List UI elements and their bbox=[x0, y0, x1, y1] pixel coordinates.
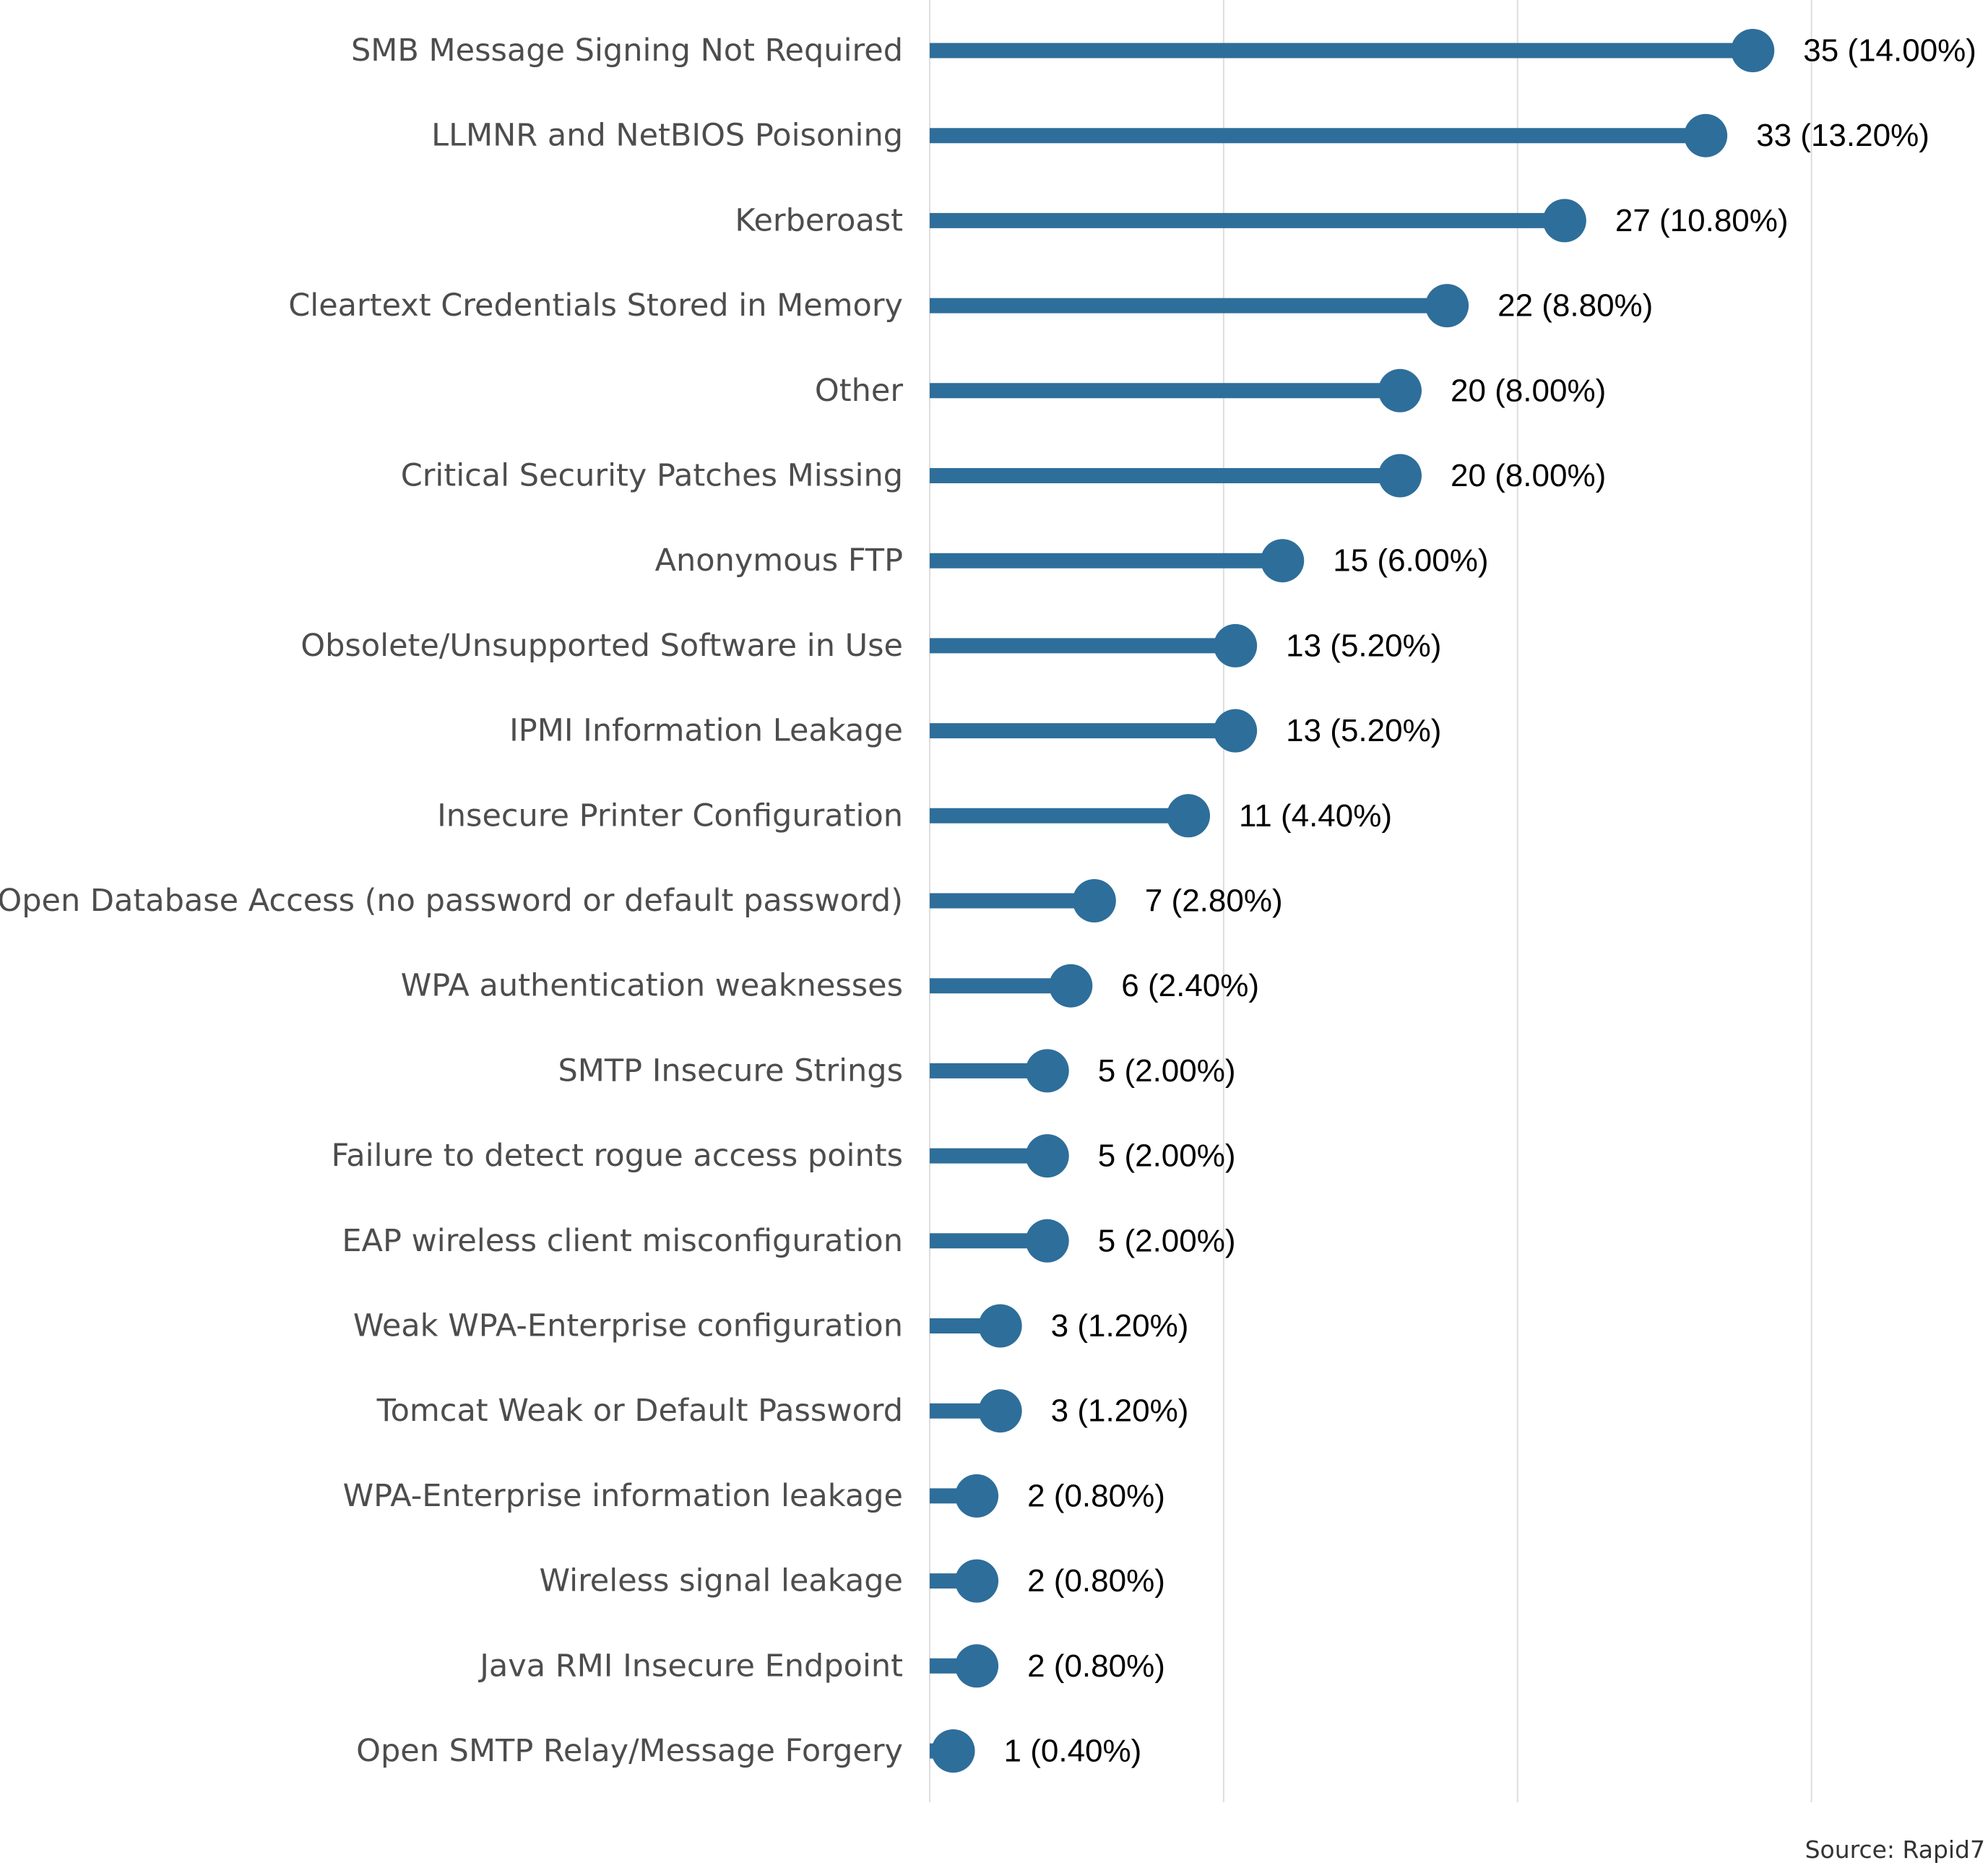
category-label: Weak WPA-Enterprise configuration bbox=[353, 1308, 903, 1344]
data-label: 2 (0.80%) bbox=[1027, 1478, 1165, 1513]
lollipop-dot bbox=[1214, 709, 1258, 753]
data-label: 3 (1.20%) bbox=[1051, 1308, 1189, 1344]
lollipop-dot bbox=[1378, 368, 1422, 412]
lollipop-dot bbox=[1025, 1134, 1069, 1178]
data-label: 35 (14.00%) bbox=[1803, 33, 1976, 69]
category-label: Obsolete/Unsupported Software in Use bbox=[301, 628, 903, 664]
lollipop-dot bbox=[1261, 539, 1305, 583]
data-label: 27 (10.80%) bbox=[1615, 203, 1789, 238]
category-label: Critical Security Patches Missing bbox=[401, 458, 903, 494]
lollipop-dot bbox=[1025, 1049, 1069, 1093]
category-label: IPMI Information Leakage bbox=[509, 713, 903, 749]
data-label: 2 (0.80%) bbox=[1027, 1563, 1165, 1599]
data-label: 33 (13.20%) bbox=[1756, 118, 1929, 153]
category-label: Cleartext Credentials Stored in Memory bbox=[288, 287, 903, 324]
data-label: 1 (0.40%) bbox=[1004, 1734, 1142, 1769]
lollipop-dot bbox=[931, 1729, 975, 1773]
data-label: 13 (5.20%) bbox=[1286, 628, 1441, 663]
category-label: Open Database Access (no password or def… bbox=[0, 883, 903, 919]
data-label: 6 (2.40%) bbox=[1121, 968, 1259, 1003]
lollipop-dot bbox=[1025, 1219, 1069, 1263]
data-label: 13 (5.20%) bbox=[1286, 713, 1441, 748]
category-label: Failure to detect rogue access points bbox=[331, 1138, 903, 1174]
lollipop-dot bbox=[978, 1389, 1022, 1433]
category-label: EAP wireless client misconfiguration bbox=[342, 1223, 903, 1259]
category-label: Wireless signal leakage bbox=[540, 1563, 903, 1599]
data-label: 3 (1.20%) bbox=[1051, 1393, 1189, 1429]
lollipop-dot bbox=[955, 1559, 999, 1603]
lollipop-dot bbox=[978, 1304, 1022, 1348]
category-label: WPA-Enterprise information leakage bbox=[343, 1478, 903, 1514]
data-label: 5 (2.00%) bbox=[1098, 1053, 1236, 1089]
data-label: 22 (8.80%) bbox=[1498, 288, 1653, 324]
lollipop-dot bbox=[1214, 623, 1258, 667]
lollipop-dot bbox=[1425, 284, 1469, 328]
data-label: 11 (4.40%) bbox=[1239, 798, 1392, 834]
lollipop-dot bbox=[955, 1474, 999, 1518]
lollipop-dot bbox=[955, 1644, 999, 1688]
lollipop-dot bbox=[1378, 454, 1422, 498]
category-label: SMTP Insecure Strings bbox=[558, 1052, 903, 1089]
lollipop-dot bbox=[1167, 794, 1211, 838]
category-label: Open SMTP Relay/Message Forgery bbox=[356, 1733, 903, 1769]
category-label: Insecure Printer Configuration bbox=[437, 797, 903, 834]
data-label: 5 (2.00%) bbox=[1098, 1138, 1236, 1174]
chart-marks: SMB Message Signing Not Required 35 (14.0… bbox=[0, 29, 1976, 1773]
data-label: 15 (6.00%) bbox=[1333, 543, 1488, 579]
lollipop-dot bbox=[1049, 964, 1093, 1008]
lollipop-dot bbox=[1684, 113, 1728, 157]
category-label: Other bbox=[815, 373, 903, 409]
data-label: 20 (8.00%) bbox=[1451, 458, 1606, 493]
data-label: 20 (8.00%) bbox=[1451, 373, 1606, 408]
category-label: Tomcat Weak or Default Password bbox=[376, 1393, 903, 1429]
category-label: SMB Message Signing Not Required bbox=[351, 33, 903, 69]
data-label: 5 (2.00%) bbox=[1098, 1223, 1236, 1258]
lollipop-dot bbox=[1542, 199, 1586, 243]
data-label: 2 (0.80%) bbox=[1027, 1648, 1165, 1684]
category-label: WPA authentication weaknesses bbox=[401, 968, 903, 1004]
lollipop-dot bbox=[1072, 879, 1116, 922]
category-label: Anonymous FTP bbox=[655, 542, 903, 579]
category-label: Java RMI Insecure Endpoint bbox=[477, 1648, 903, 1684]
source-note: Source: Rapid7 bbox=[1805, 1835, 1985, 1864]
category-label: Kerberoast bbox=[735, 202, 903, 238]
data-label: 7 (2.80%) bbox=[1145, 883, 1283, 919]
lollipop-dot bbox=[1731, 29, 1775, 72]
category-label: LLMNR and NetBIOS Poisoning bbox=[431, 118, 903, 154]
